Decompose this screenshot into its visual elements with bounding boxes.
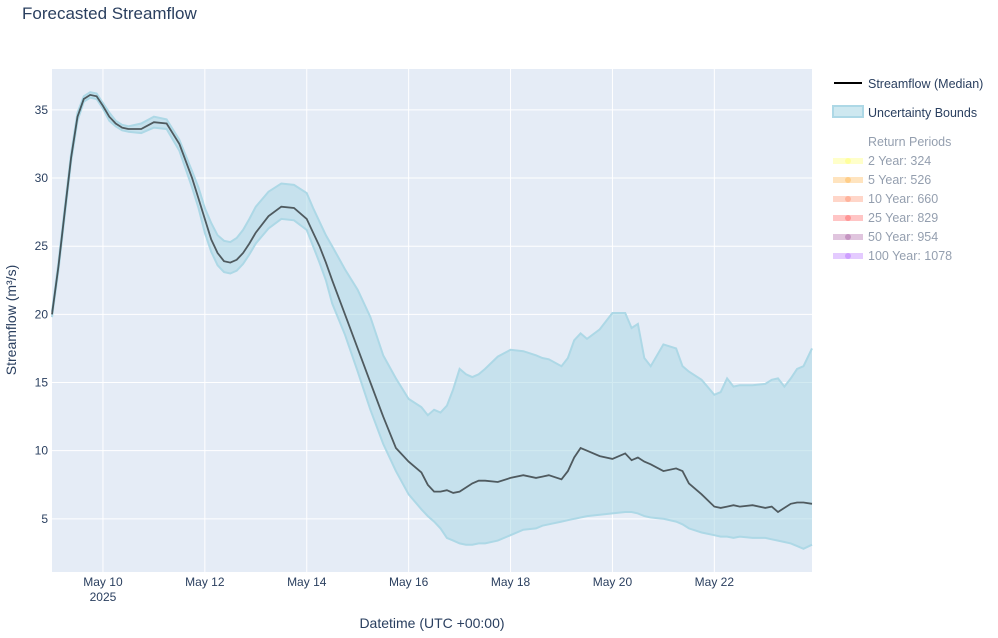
return-period-marker bbox=[845, 158, 851, 164]
x-tick-label: May 14 bbox=[287, 575, 327, 589]
return-period-swatch bbox=[833, 215, 863, 221]
uncertainty-band-fill bbox=[52, 92, 812, 549]
median-line bbox=[51, 93, 813, 514]
y-tick-label: 20 bbox=[35, 307, 49, 321]
x-tick-label: May 22 bbox=[695, 575, 735, 589]
legend-return-period-item[interactable]: 5 Year: 526 bbox=[833, 173, 931, 187]
x-tick-label: May 18 bbox=[491, 575, 531, 589]
legend-return-period-item[interactable]: 100 Year: 1078 bbox=[833, 249, 952, 263]
legend-uncertainty-label: Uncertainty Bounds bbox=[868, 106, 977, 120]
chart-title: Forecasted Streamflow bbox=[22, 4, 198, 23]
y-tick-label: 35 bbox=[35, 103, 49, 117]
return-period-label: 100 Year: 1078 bbox=[868, 249, 952, 263]
return-period-label: 10 Year: 660 bbox=[868, 192, 938, 206]
legend-median-label: Streamflow (Median) bbox=[868, 77, 983, 91]
legend-item-median[interactable]: Streamflow (Median) bbox=[834, 77, 983, 91]
y-axis-label: Streamflow (m³/s) bbox=[3, 265, 19, 375]
return-period-swatch bbox=[833, 234, 863, 240]
return-period-swatch bbox=[833, 158, 863, 164]
return-period-marker bbox=[845, 215, 851, 221]
uncertainty-lower-line bbox=[51, 96, 813, 550]
median-series-line bbox=[51, 93, 813, 514]
y-tick-label: 15 bbox=[35, 376, 49, 390]
return-period-items: 2 Year: 324 5 Year: 526 10 Year: 660 25 Yea… bbox=[833, 154, 952, 263]
x-tick-label: May 10 bbox=[83, 575, 123, 589]
x-tick-sublabel: 2025 bbox=[90, 590, 117, 604]
legend-return-periods-title: Return Periods bbox=[868, 135, 951, 149]
return-period-label: 50 Year: 954 bbox=[868, 230, 938, 244]
return-period-swatch bbox=[833, 177, 863, 183]
uncertainty-upper-line bbox=[51, 91, 813, 417]
return-period-swatch bbox=[833, 253, 863, 259]
return-period-swatch bbox=[833, 196, 863, 202]
y-tick-label: 5 bbox=[41, 512, 48, 526]
legend: Streamflow (Median) Uncertainty Bounds R… bbox=[832, 77, 983, 263]
legend-return-period-item[interactable]: 50 Year: 954 bbox=[833, 230, 938, 244]
x-tick-label: May 12 bbox=[185, 575, 225, 589]
x-tick-label: May 16 bbox=[389, 575, 429, 589]
legend-return-period-item[interactable]: 2 Year: 324 bbox=[833, 154, 931, 168]
return-period-marker bbox=[845, 234, 851, 240]
uncertainty-band bbox=[51, 91, 813, 550]
legend-return-period-item[interactable]: 10 Year: 660 bbox=[833, 192, 938, 206]
legend-uncertainty-swatch bbox=[832, 105, 864, 118]
y-tick-label: 25 bbox=[35, 239, 49, 253]
y-axis-ticks: 5 10 15 20 25 30 35 bbox=[35, 103, 49, 526]
return-period-marker bbox=[845, 177, 851, 183]
x-axis-label: Datetime (UTC +00:00) bbox=[359, 615, 504, 631]
y-tick-label: 30 bbox=[35, 171, 49, 185]
return-period-label: 2 Year: 324 bbox=[868, 154, 931, 168]
legend-item-uncertainty[interactable]: Uncertainty Bounds bbox=[832, 105, 977, 120]
return-period-label: 25 Year: 829 bbox=[868, 211, 938, 225]
y-tick-label: 10 bbox=[35, 444, 49, 458]
return-period-marker bbox=[845, 196, 851, 202]
x-tick-label: May 20 bbox=[593, 575, 633, 589]
legend-return-period-item[interactable]: 25 Year: 829 bbox=[833, 211, 938, 225]
return-period-marker bbox=[845, 253, 851, 259]
return-period-label: 5 Year: 526 bbox=[868, 173, 931, 187]
